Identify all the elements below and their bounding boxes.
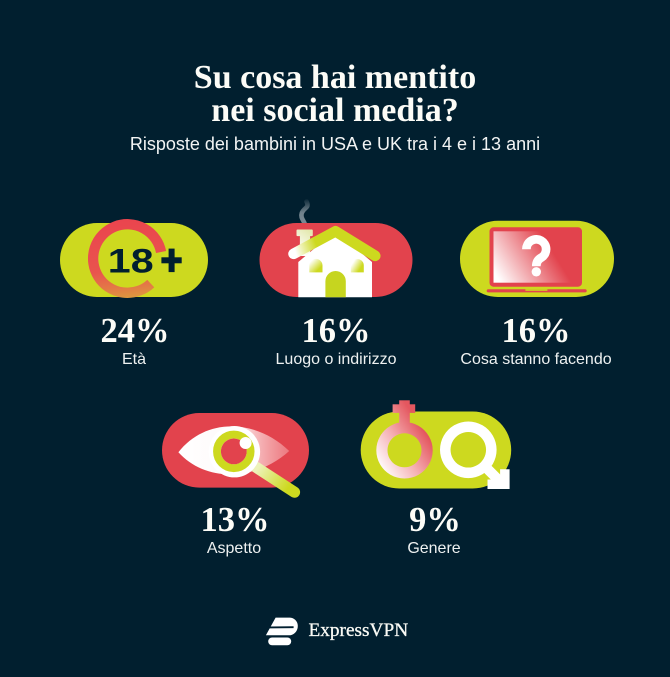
svg-text:18: 18 — [108, 243, 154, 281]
